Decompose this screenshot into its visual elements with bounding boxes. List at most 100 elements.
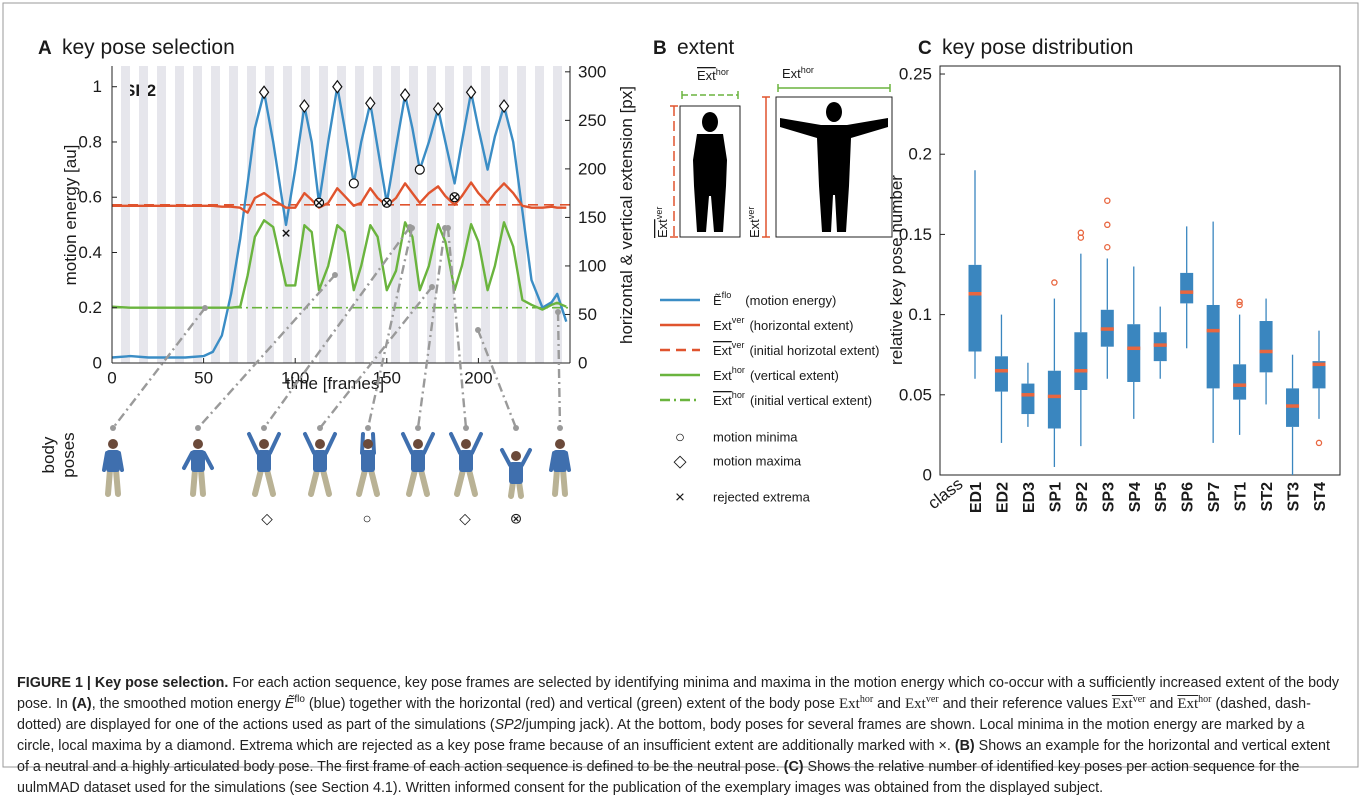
label-part: Ext: [782, 66, 801, 81]
box: [1206, 304, 1220, 389]
body-pose: [182, 439, 214, 497]
series-line: [111, 219, 567, 311]
y2-tick-label: 300: [578, 62, 606, 81]
extent-label: Extver: [746, 207, 762, 238]
plot-frame: [939, 65, 1341, 476]
label-part: hor: [732, 390, 745, 400]
y-tick-label: 0.2: [78, 298, 102, 317]
background-stripe: [319, 66, 328, 363]
box: [1233, 364, 1247, 400]
legend-label: Extver (initial horizotal extent): [713, 340, 880, 358]
background-stripe: [337, 66, 346, 363]
pose-connector: [416, 227, 447, 429]
legend-label: Extver (horizontal extent): [713, 315, 854, 333]
background-stripe: [157, 66, 166, 363]
background-stripe: [535, 66, 544, 363]
background-stripe: [499, 66, 508, 363]
caption-text: and: [1145, 696, 1178, 712]
body-pose: [247, 432, 281, 497]
pose-head: [259, 439, 269, 449]
x-tick-label: SP7: [1206, 482, 1223, 512]
legend-symbol: ×: [675, 488, 685, 507]
connector-dot: [555, 309, 561, 315]
legend-text: (vertical extent): [750, 368, 839, 383]
background-stripe: [481, 66, 490, 363]
legend-label: Exthor (vertical extent): [713, 365, 839, 383]
caption-text: (C): [783, 759, 804, 775]
pose-head: [413, 439, 423, 449]
x-tick-label: SP1: [1047, 482, 1064, 512]
connector-dot: [445, 225, 451, 231]
caption-text: (blue) together with the horizontal (red…: [304, 696, 839, 712]
pose-connector: [197, 274, 336, 429]
label-part: flo: [722, 290, 732, 300]
caption-text: Ext: [838, 696, 860, 712]
outlier: [1236, 301, 1243, 309]
label-part: hor: [732, 365, 745, 375]
pose-torso: [553, 450, 567, 472]
y2-axis-label: horizontal & vertical extension [px]: [617, 86, 636, 344]
box: [994, 356, 1008, 392]
legend-symbol: ◇: [673, 452, 687, 471]
rejected-marker: [383, 199, 391, 207]
y-tick-label: 0: [93, 354, 102, 373]
background-stripe: [139, 66, 148, 363]
background-stripe: [121, 66, 130, 363]
pose-torso: [313, 450, 327, 472]
series-line: [112, 181, 567, 214]
x-tick-label: 0: [107, 369, 116, 388]
connector-dot: [557, 425, 563, 431]
y-axis-label: motion energy [au]: [61, 145, 80, 286]
caption-text: Ẽ: [284, 696, 295, 712]
label-part: Ext: [747, 219, 762, 238]
box: [968, 264, 982, 352]
pose-head: [108, 439, 118, 449]
background-stripe: [445, 66, 454, 363]
x-tick-label: SP6: [1180, 482, 1197, 512]
pose-legs: [308, 467, 332, 497]
caption-text: For each action sequence, key pose frame…: [17, 675, 1340, 712]
pose-head: [511, 451, 521, 461]
extent-label: Exthor: [782, 65, 814, 81]
body-pose: [401, 432, 435, 497]
maximum-marker: [365, 96, 376, 111]
caption-text: Ext: [904, 696, 926, 712]
panel-title: key pose distribution: [942, 36, 1133, 59]
y2-tick-label: 50: [578, 305, 597, 324]
caption-text: (B): [954, 738, 975, 754]
series-line: [111, 85, 568, 359]
y-axis-label: relative key pose number: [887, 175, 906, 365]
connector-dot: [195, 425, 201, 431]
y-tick-label: 0.8: [78, 132, 102, 151]
box: [1127, 324, 1141, 382]
label-part: ver: [732, 340, 745, 350]
label-part: hor: [716, 67, 729, 77]
figure-caption: FIGURE 1 | Key pose selection. For each …: [17, 673, 1345, 799]
legend-text: (motion energy): [745, 293, 836, 308]
box: [1074, 332, 1088, 390]
pose-head: [363, 439, 373, 449]
pose-legs: [406, 467, 430, 497]
panel-letter: C: [918, 38, 932, 59]
maximum-marker: [258, 85, 270, 100]
width-dimension: [681, 84, 891, 99]
caption-text: ver: [1132, 694, 1146, 706]
outlier: [1104, 197, 1111, 204]
caption-text: and: [873, 696, 905, 712]
pose-symbol: ⊗: [510, 511, 523, 528]
x-tick-label: ST3: [1286, 482, 1303, 511]
pose-head: [461, 439, 471, 449]
maximum-marker: [299, 99, 310, 114]
panel-title: key pose selection: [62, 36, 235, 59]
caption-text: Ext: [1177, 696, 1199, 712]
x-tick-label: SP4: [1127, 482, 1144, 512]
box: [1021, 383, 1035, 415]
box: [1180, 272, 1194, 304]
x-tick-label: SP2: [1074, 482, 1091, 512]
pose-torso: [106, 450, 120, 472]
pose-legs: [252, 467, 276, 497]
pose-torso: [257, 450, 271, 472]
background-stripe: [409, 66, 418, 363]
rejected-marker: [282, 229, 290, 237]
